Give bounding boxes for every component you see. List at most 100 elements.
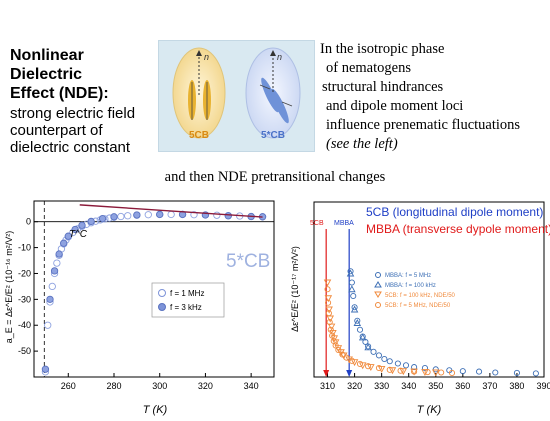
data-point (358, 333, 367, 341)
data-point (53, 259, 61, 267)
5starcb-label: 5*CB (261, 130, 285, 141)
subtitle-line: strong electric field (10, 105, 136, 122)
subtitle-line: dielectric constant (10, 139, 131, 156)
molecule-illustration: n 5CB n 5*CB (172, 47, 301, 141)
data-point (339, 351, 346, 358)
y-tick-label: 0 (26, 217, 31, 227)
data-point (44, 321, 52, 329)
y-tick-label: -50 (18, 346, 31, 356)
data-point (323, 279, 332, 287)
data-point (156, 210, 164, 219)
data-point (98, 214, 107, 223)
data-point (353, 319, 362, 326)
data-point (348, 357, 355, 364)
data-point (365, 363, 372, 370)
data-point (332, 342, 339, 349)
data-point (167, 210, 175, 219)
explanation-line: structural hindrances (322, 79, 444, 95)
slide-subtitle: strong electric field counterpart of die… (10, 105, 170, 156)
data-point (438, 369, 445, 376)
data-point (375, 352, 382, 359)
y-axis-label: a_E = Δε^E/E² (10⁻¹⁶ m²/V²) (4, 231, 14, 343)
data-point (124, 212, 132, 220)
data-point (399, 368, 408, 376)
explanation-text: In the isotropic phase of nematogens str… (320, 40, 548, 154)
data-point (213, 211, 221, 219)
x-tick-label: 350 (428, 381, 443, 391)
explanation-line: In the isotropic phase (320, 41, 445, 57)
x-tick-label: 260 (61, 381, 76, 391)
legend-marker (374, 291, 382, 298)
data-point (325, 310, 332, 317)
data-point (347, 268, 354, 275)
data-point (46, 295, 54, 304)
data-point (386, 358, 393, 365)
data-point (348, 279, 355, 286)
data-point (329, 332, 336, 339)
data-point (350, 305, 359, 313)
5cb-label: 5CB (189, 130, 209, 141)
transition-marker-arrow (346, 370, 353, 377)
data-point (326, 315, 334, 323)
data-point (71, 225, 79, 234)
data-point (50, 267, 59, 275)
data-point (411, 364, 418, 371)
data-point (331, 339, 340, 347)
title-line: Dielectric (10, 66, 83, 83)
x-tick-label: 370 (482, 381, 497, 391)
data-point (110, 213, 118, 221)
annotation-5cb: 5CB (longitudinal dipole moment) (366, 205, 543, 219)
legend: MBBA: f = 5 MHz MBBA: f = 100 kHz 5CB: f… (374, 272, 456, 309)
data-point (224, 212, 232, 220)
title-line: Nonlinear (10, 47, 84, 64)
data-point (48, 282, 56, 291)
data-point (367, 364, 375, 372)
data-point (402, 362, 410, 369)
data-point (370, 348, 377, 355)
data-point (350, 292, 357, 300)
data-point (388, 367, 397, 375)
data-point (325, 306, 333, 314)
y-axis-label: Δε^E/E² (10⁻¹⁷ m²/V²) (290, 246, 300, 332)
x-tick-label: 330 (374, 381, 389, 391)
overlay-label: 5*CB (226, 251, 270, 272)
data-point (346, 269, 355, 277)
data-point (55, 250, 63, 258)
5starcb-vector-label: n (277, 52, 282, 62)
data-point (364, 343, 372, 351)
fit-line (79, 204, 263, 218)
data-point (87, 217, 95, 226)
plot-frame (313, 201, 545, 378)
x-tick-label: 280 (106, 381, 121, 391)
y-tick-label: -30 (18, 294, 31, 304)
data-point (432, 366, 439, 373)
data-point (532, 370, 539, 377)
data-point (492, 369, 499, 376)
data-point (144, 211, 152, 219)
data-point (325, 299, 332, 306)
annotation-mbba: MBBA (transverse dypole moment) (366, 222, 550, 236)
x-tick-label: 320 (347, 381, 362, 391)
nde-chart-5cb-mbba: 310 320 330 340 350 360 370 380 390 T (K) Δε^E/E… (290, 201, 550, 416)
5cb-vector-label: n (204, 52, 209, 62)
data-point (351, 304, 358, 311)
marker-label-mbba: MBBA (334, 220, 354, 227)
explanation-line: and dipole moment loci (326, 98, 464, 114)
x-tick-label: 300 (152, 381, 167, 391)
data-point (377, 365, 386, 373)
legend-box (151, 282, 225, 318)
data-point (326, 319, 333, 326)
nde-chart-5starcb: 260 280 300 320 340 0 -10 -20 -30 -40 -50 T (K) a_… (4, 200, 275, 416)
x-tick-label: 340 (244, 381, 259, 391)
data-point (394, 360, 401, 367)
transition-marker-arrow (323, 370, 330, 377)
data-point (381, 355, 388, 363)
data-point (448, 369, 456, 376)
data-point (133, 211, 141, 219)
legend-label: f = 3 kHz (170, 303, 202, 312)
data-point (78, 221, 86, 229)
bottom-text: and then NDE pretransitional changes (164, 169, 386, 185)
data-point (421, 369, 429, 376)
legend-marker (375, 302, 381, 308)
data-point (41, 365, 50, 373)
